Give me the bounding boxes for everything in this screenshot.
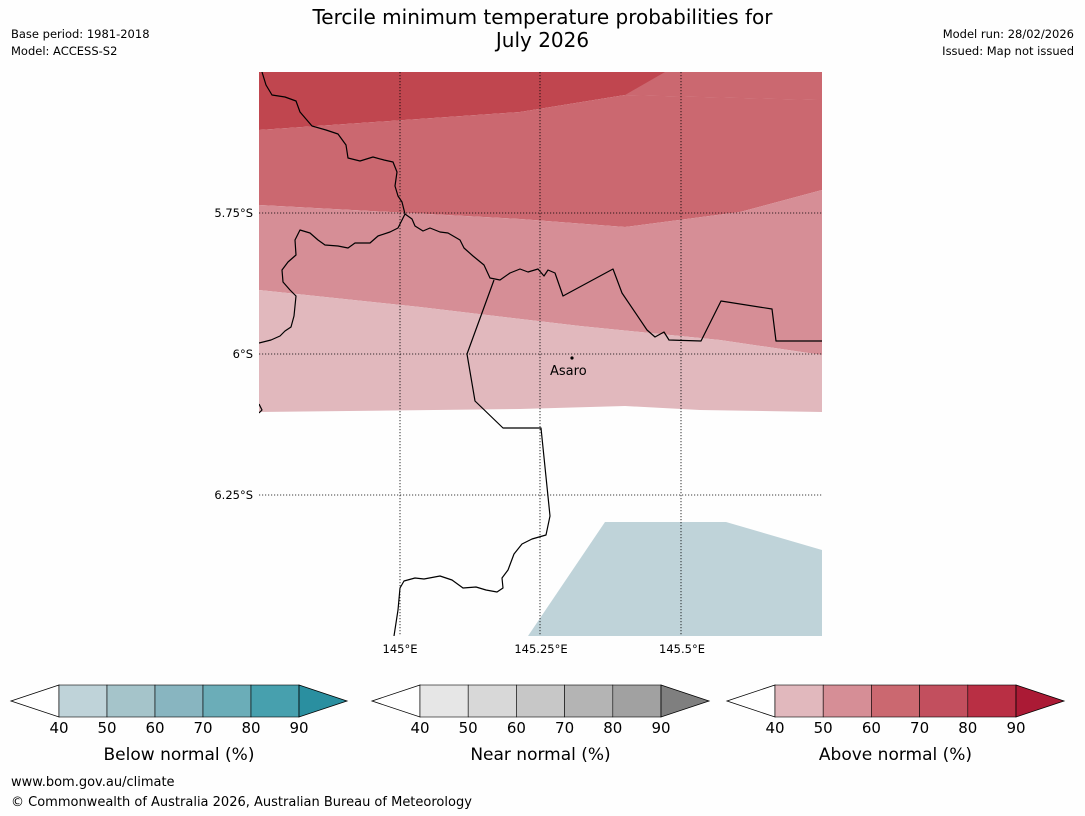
asaro-marker: [570, 356, 574, 360]
colorbar-tick-label: 50: [97, 719, 117, 737]
boundary-southwest: [259, 403, 263, 414]
lat-label-6: 6°S: [232, 347, 253, 361]
colorbar-tick-label: 50: [458, 719, 478, 737]
colorbar-max-extension: [298, 684, 349, 718]
colorbar-segment: [612, 684, 662, 718]
lat-label-6.25: 6.25°S: [214, 488, 253, 502]
colorbar-tick-label: 40: [765, 719, 785, 737]
colorbar-tick-label: 70: [193, 719, 213, 737]
meta-right: Model run: 28/02/2026 Issued: Map not is…: [942, 26, 1074, 60]
colorbar-min-extension: [370, 684, 421, 718]
colorbar-tick-label: 90: [651, 719, 671, 737]
colorbar-tick-label: 60: [145, 719, 165, 737]
model-name: Model: ACCESS-S2: [11, 44, 118, 58]
lon-label-145.5: 145.5°E: [659, 642, 705, 656]
colorbars: [9, 684, 1066, 718]
colorbar-tick-label: 80: [603, 719, 623, 737]
colorbar-segment: [419, 684, 469, 718]
boundary-north: [261, 72, 822, 342]
lon-label-145.25: 145.25°E: [514, 642, 568, 656]
issued-status: Issued: Map not issued: [942, 44, 1074, 58]
colorbar-tick-label: 70: [910, 719, 930, 737]
colorbar-segment: [564, 684, 614, 718]
boundary-west: [259, 213, 406, 344]
colorbar-tick-label: 60: [506, 719, 526, 737]
province-boundaries: [259, 72, 822, 636]
colorbar-segment: [516, 684, 565, 718]
colorbar-segment: [250, 684, 300, 718]
boundary-south: [393, 279, 551, 636]
colorbar-tick-label: 90: [1006, 719, 1026, 737]
lat-label-5.75: 5.75°S: [214, 206, 253, 220]
colorbar-title: Near normal (%): [470, 745, 611, 765]
colorbar-tick-label: 40: [49, 719, 69, 737]
colorbar-tick-label: 80: [241, 719, 261, 737]
colorbar-segment: [202, 684, 252, 718]
colorbar-segment: [106, 684, 156, 718]
graticule: [259, 72, 822, 636]
footer-url: www.bom.gov.au/climate: [11, 775, 175, 790]
title-line-2: July 2026: [495, 28, 590, 52]
place-label-asaro: Asaro: [550, 364, 587, 379]
colorbar-title: Below normal (%): [103, 745, 255, 765]
band-above-70: [259, 95, 822, 227]
colorbar-segment: [822, 684, 872, 718]
colorbar-tick-label: 60: [861, 719, 881, 737]
lon-label-145: 145°E: [382, 642, 418, 656]
model-run: Model run: 28/02/2026: [942, 27, 1074, 41]
colorbar-segment: [467, 684, 517, 718]
colorbar-tick-label: 80: [958, 719, 978, 737]
colorbar-tick-label: 90: [289, 719, 309, 737]
colorbar-segment: [871, 684, 920, 718]
colorbar-segment: [919, 684, 969, 718]
map-title: Tercile minimum temperature probabilitie…: [0, 6, 1085, 52]
colorbar-segment: [967, 684, 1017, 718]
colorbar-max-extension: [1015, 684, 1066, 718]
colorbar-tick-label: 50: [813, 719, 833, 737]
colorbar-min-extension: [9, 684, 60, 718]
colorbar-segment: [774, 684, 824, 718]
colorbar-min-extension: [725, 684, 776, 718]
colorbar-segment: [58, 684, 108, 718]
meta-left: Base period: 1981-2018 Model: ACCESS-S2: [11, 26, 150, 60]
band-above-70-topright: [625, 72, 822, 100]
band-below-50: [528, 522, 822, 636]
colorbar-tick-label: 70: [555, 719, 575, 737]
colorbar-segment: [154, 684, 204, 718]
colorbar-tick-label: 40: [410, 719, 430, 737]
colorbar-max-extension: [660, 684, 711, 718]
colorbar-title: Above normal (%): [818, 745, 973, 765]
footer-copyright: © Commonwealth of Australia 2026, Austra…: [11, 795, 472, 810]
title-line-1: Tercile minimum temperature probabilitie…: [312, 5, 773, 29]
base-period: Base period: 1981-2018: [11, 27, 150, 41]
